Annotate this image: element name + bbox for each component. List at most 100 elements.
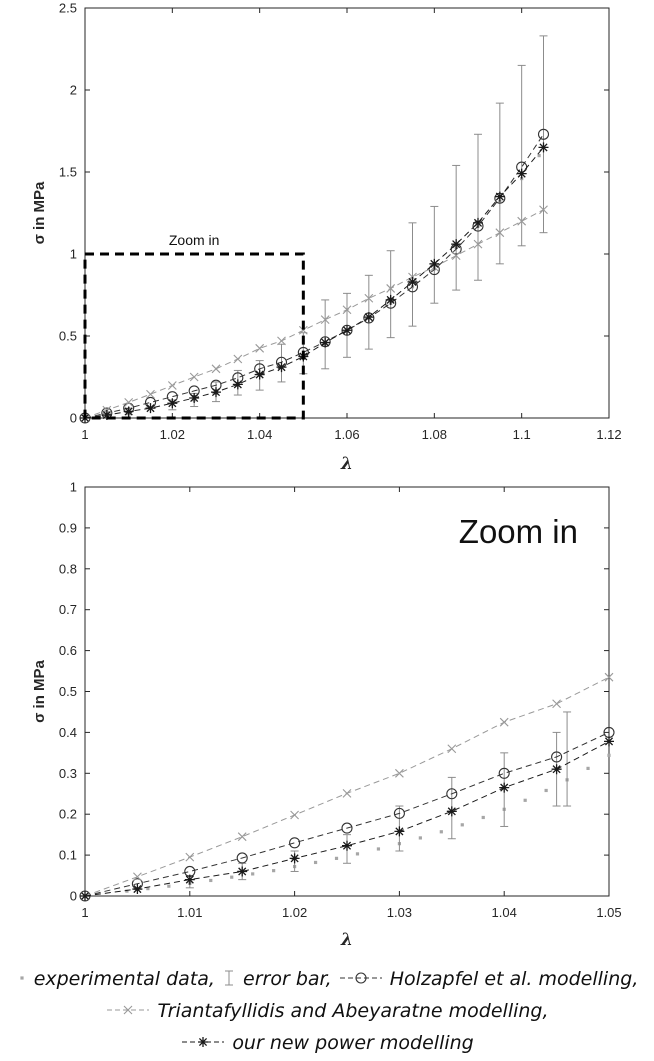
data-point (551, 764, 562, 775)
zoom-box (83, 252, 305, 420)
x-tick-label: 1.08 (422, 427, 447, 442)
data-point (355, 852, 360, 856)
y-tick-label: 2 (70, 83, 77, 98)
y-tick-label: 0.9 (59, 520, 77, 535)
data-point (386, 284, 396, 293)
data-point (393, 807, 405, 819)
legend-line-2: Triantafyllidis and Abeyaratne modelling… (0, 995, 654, 1027)
data-point (132, 884, 143, 895)
data-point (363, 312, 374, 323)
data-point (385, 294, 396, 305)
zoom-annotation: Zoom in (169, 232, 220, 248)
x-tick-label: 1.02 (282, 905, 307, 920)
data-point (255, 343, 265, 353)
series-line (84, 740, 610, 897)
legend-dot-icon (16, 968, 28, 990)
data-point (494, 191, 505, 202)
data-point (394, 826, 405, 837)
data-point (277, 336, 286, 346)
legend-symbol-circle (339, 972, 382, 984)
x-tick-label: 1.05 (596, 905, 621, 920)
y-tick-label: 0.1 (59, 848, 77, 863)
data-point (495, 228, 505, 238)
data-point (538, 142, 549, 153)
x-tick-label: 1.03 (387, 905, 412, 920)
y-axis-label: σ in MPa (31, 181, 48, 244)
data-point (473, 239, 483, 249)
data-point (499, 717, 509, 727)
chart-canvas: 1 1.02 1.04 1.06 1.08 1.1 1.12 0 0.5 1 1.5 2 2.5 λ σ i… (31, 1, 622, 951)
legend-marker (198, 1037, 209, 1047)
data-point (439, 830, 443, 834)
x-tick-label: 1 (81, 905, 88, 920)
y-tick-label: 1 (70, 480, 77, 495)
data-point (407, 276, 418, 287)
series-line (84, 134, 544, 419)
data-point (185, 852, 195, 862)
data-point (551, 751, 563, 763)
data-point (146, 887, 150, 891)
data-point (446, 806, 457, 817)
x-tick-label: 1.01 (177, 905, 202, 920)
x-tick-label: 1.04 (247, 427, 272, 442)
data-point (167, 381, 177, 390)
legend-symbol-errorbar (225, 970, 233, 986)
zoom-annotation: Zoom in (459, 513, 578, 550)
data-point (334, 856, 339, 860)
y-tick-label: 0 (70, 889, 77, 904)
legend-marker (355, 972, 367, 984)
data-point (364, 293, 374, 303)
data-point (189, 372, 199, 382)
data-point (124, 398, 134, 407)
data-point (451, 251, 461, 261)
x-tick-label: 1.1 (513, 427, 531, 442)
legend: experimental data, error bar, Holzapfel … (0, 963, 654, 1059)
y-tick-label: 0.4 (59, 725, 77, 740)
data-point (189, 392, 200, 403)
data-point (544, 788, 548, 793)
plot-1: 1 1.02 1.04 1.06 1.08 1.1 1.12 0 0.5 1 1.5 2 2.5 λ σ i… (31, 1, 622, 475)
y-tick-label: 0.6 (59, 643, 77, 658)
y-tick-label: 0.5 (59, 329, 77, 344)
data-point (539, 205, 548, 215)
data-point (447, 744, 457, 754)
legend-symbol-star (182, 1037, 225, 1047)
data-point (133, 872, 142, 882)
data-point (236, 852, 248, 864)
data-point (451, 239, 462, 250)
data-point (604, 672, 614, 682)
data-point (446, 788, 458, 800)
data-point (342, 840, 352, 851)
data-point (607, 753, 611, 757)
data-point (298, 325, 308, 335)
plot-2: 1 1.01 1.02 1.03 1.04 1.05 0 0.1 0.2 0.3 0.4 0.5 0.6… (31, 480, 622, 951)
data-point (313, 860, 318, 865)
data-point (342, 788, 352, 798)
data-point (101, 410, 112, 421)
data-point (184, 874, 195, 885)
y-tick-label: 0.2 (59, 807, 77, 822)
x-axis-label: λ (340, 930, 353, 950)
series-line (84, 731, 610, 897)
data-point (276, 362, 287, 373)
data-point (341, 822, 353, 834)
data-point (272, 869, 276, 873)
data-point (460, 823, 464, 827)
legend-label-power: our new power modelling (232, 1032, 474, 1054)
data-point (342, 325, 352, 336)
legend-line-1: experimental data, error bar, Holzapfel … (0, 963, 654, 995)
x-tick-label: 1 (81, 427, 88, 442)
legend-symbol-x (107, 1005, 150, 1015)
legend-star-line-icon (180, 1032, 226, 1054)
legend-label-errorbar: error bar, (243, 968, 332, 990)
data-point (211, 387, 221, 398)
legend-label-holzapfel: Holzapfel et al. modelling, (389, 968, 639, 990)
legend-label-experimental: experimental data, (33, 968, 215, 990)
data-point (123, 406, 134, 417)
data-point (146, 389, 155, 399)
y-tick-label: 1.5 (59, 165, 77, 180)
legend-label-triantafyllidis: Triantafyllidis and Abeyaratne modelling… (157, 1000, 549, 1022)
legend-circle-line-icon (338, 968, 384, 990)
data-point (230, 875, 234, 879)
data-point (320, 337, 331, 348)
